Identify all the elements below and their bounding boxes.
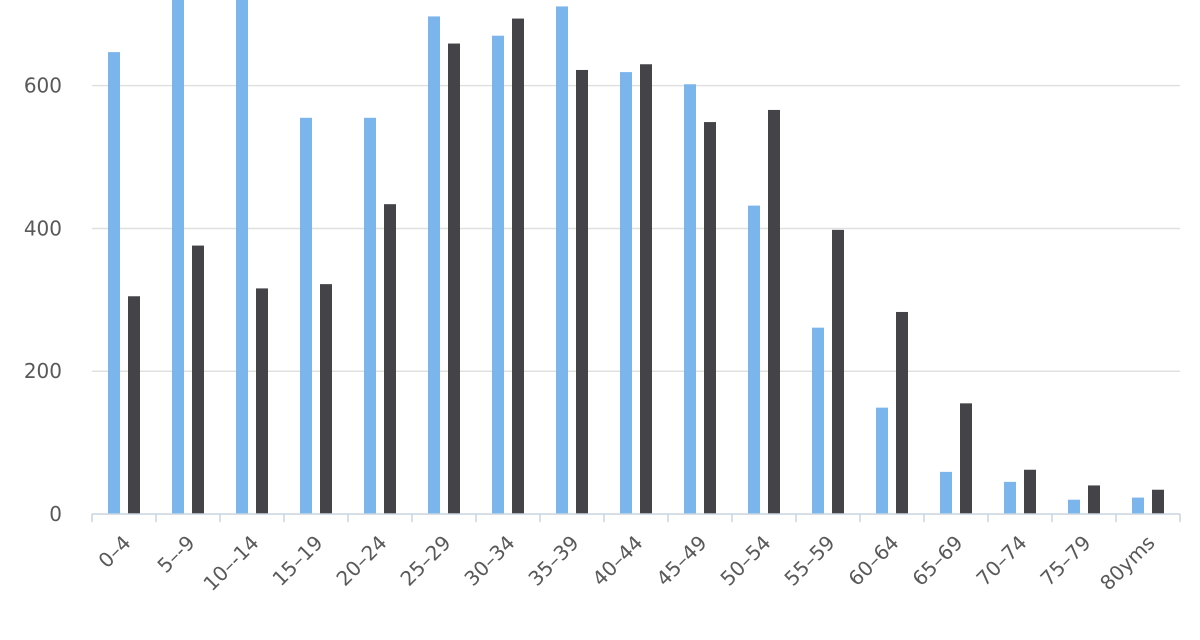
bar-series1-2[interactable] (236, 0, 248, 514)
bar-series2-14[interactable] (1024, 469, 1036, 514)
x-tick-label: 15–19 (267, 531, 327, 591)
bar-series1-7[interactable] (556, 6, 568, 515)
bar-series2-5[interactable] (448, 43, 460, 515)
bar-series2-10[interactable] (768, 109, 780, 514)
bar-series2-16[interactable] (1152, 489, 1164, 514)
bar-series2-11[interactable] (832, 229, 844, 514)
bar-series2-15[interactable] (1088, 485, 1100, 514)
bar-series1-11[interactable] (812, 327, 824, 514)
x-tick-label: 25–29 (395, 531, 455, 591)
bar-series1-1[interactable] (172, 0, 184, 514)
bar-series1-14[interactable] (1004, 481, 1016, 514)
x-tick-label: 50–54 (715, 531, 775, 591)
bar-series2-1[interactable] (192, 245, 204, 515)
bar-series2-6[interactable] (512, 18, 524, 515)
x-tick-label: 70–74 (971, 531, 1031, 591)
x-tick-label: 45–49 (651, 531, 711, 591)
bar-series2-2[interactable] (256, 288, 268, 514)
bars-layer (108, 0, 1164, 515)
bar-series1-16[interactable] (1132, 497, 1144, 514)
x-tick-label: 80yms (1095, 531, 1159, 595)
bar-series1-12[interactable] (876, 407, 888, 514)
x-tick-label: 75–79 (1035, 531, 1095, 591)
x-tick-label: 20–24 (331, 531, 391, 591)
x-tick-label: 30–34 (459, 531, 519, 591)
bar-series1-8[interactable] (620, 72, 632, 514)
bar-series2-3[interactable] (320, 284, 332, 514)
bar-series2-4[interactable] (384, 204, 396, 514)
bar-series1-0[interactable] (108, 52, 120, 514)
x-tick-label: 40–44 (587, 531, 647, 591)
bar-series1-3[interactable] (300, 117, 312, 515)
y-tick-label: 600 (24, 74, 62, 98)
bar-series1-6[interactable] (492, 35, 504, 514)
x-tick-label: 60–64 (843, 531, 903, 591)
bar-series1-5[interactable] (428, 16, 440, 515)
bar-series1-13[interactable] (940, 471, 952, 514)
y-tick-label: 0 (49, 502, 62, 526)
y-tick-label: 400 (24, 216, 62, 240)
x-tick-label: 55–59 (779, 531, 839, 591)
bar-series1-15[interactable] (1068, 499, 1080, 514)
bar-series2-8[interactable] (640, 64, 652, 514)
bar-series2-9[interactable] (704, 122, 716, 514)
bar-series2-13[interactable] (960, 403, 972, 514)
x-tick-label: 5–-9 (152, 531, 199, 578)
bar-series1-4[interactable] (364, 117, 376, 515)
x-tick-label: 0–4 (93, 531, 135, 573)
y-tick-label: 200 (24, 359, 62, 383)
x-tick-label: 10–-14 (198, 531, 263, 596)
grid-layer (92, 84, 1180, 372)
bar-series1-10[interactable] (748, 205, 760, 514)
bar-series2-0[interactable] (128, 296, 140, 514)
bar-series1-9[interactable] (684, 84, 696, 514)
bar-series2-12[interactable] (896, 311, 908, 514)
x-tick-label: 65–69 (907, 531, 967, 591)
x-tick-label: 35–39 (523, 531, 583, 591)
bar-series2-7[interactable] (576, 69, 588, 514)
